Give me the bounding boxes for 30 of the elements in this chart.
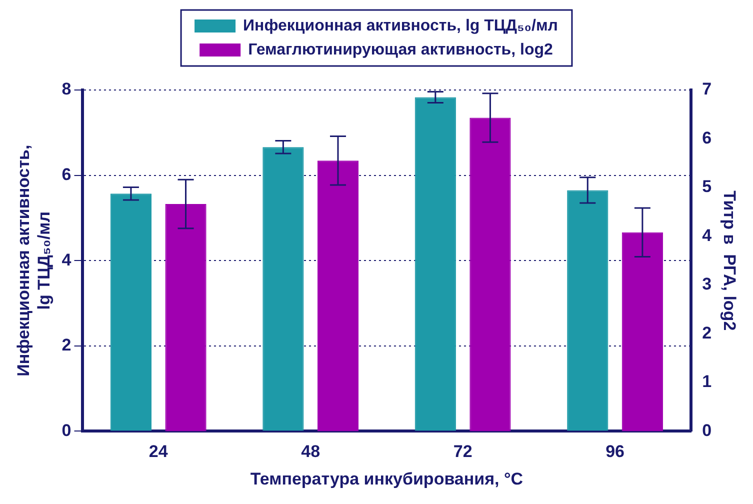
y2-tick-label: 4 [702, 226, 712, 245]
y2-tick-label: 2 [702, 323, 712, 342]
y-axis-title: Инфекционная активность, lg ТЦД₅₀/мл [14, 144, 54, 376]
bar [317, 160, 359, 432]
y2-tick-label: 7 [702, 80, 712, 99]
y-tick-label: 8 [62, 80, 72, 99]
y2-axis-title: Титр в РГА, log2 [720, 190, 740, 331]
y-tick-label: 0 [62, 420, 72, 440]
y-tick-label: 2 [62, 336, 72, 355]
legend-label: Инфекционная активность, lg ТЦД₅₀/мл [243, 17, 558, 34]
bar [110, 194, 152, 431]
y2-tick-label: 1 [702, 372, 712, 392]
y2-tick-label: 0 [702, 420, 712, 440]
x-tick-label: 96 [606, 442, 624, 462]
x-tick-label: 72 [453, 442, 472, 462]
x-tick-label: 24 [148, 442, 168, 462]
legend-label: Гемаглютинирующая активность, log2 [248, 41, 554, 58]
x-axis-title: Температура инкубирования, °C [250, 469, 524, 488]
bar [262, 147, 304, 431]
bar [470, 118, 511, 432]
bar [622, 232, 663, 432]
bar [414, 97, 456, 431]
bar [165, 204, 206, 432]
y-tick-label: 4 [62, 250, 72, 270]
bar [567, 190, 608, 431]
y2-tick-label: 5 [702, 177, 712, 196]
y-tick-label: 6 [62, 164, 72, 184]
x-tick-label: 48 [301, 442, 320, 462]
y2-tick-label: 3 [702, 274, 712, 294]
y2-tick-label: 6 [702, 128, 712, 148]
